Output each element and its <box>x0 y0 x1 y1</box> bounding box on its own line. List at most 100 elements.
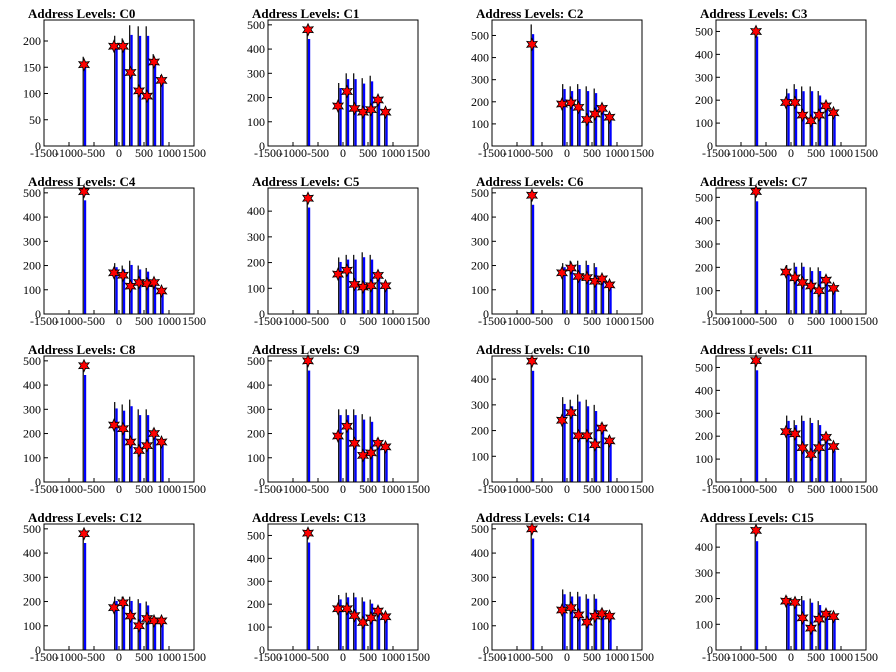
x-tick-label: -500 <box>531 314 553 328</box>
peak-marker <box>132 618 146 633</box>
bar-spike <box>600 608 602 650</box>
x-tick-label: 0 <box>116 650 122 664</box>
x-tick-label: 500 <box>359 146 377 160</box>
peak-marker <box>564 95 578 110</box>
y-tick-label: 500 <box>695 24 713 38</box>
x-tick-label: 1000 <box>381 650 405 664</box>
x-tick-label: -1000 <box>503 650 531 664</box>
y-tick-label: 400 <box>23 546 41 560</box>
y-tick-label: 0 <box>35 307 41 321</box>
x-tick-label: 1500 <box>182 314 206 328</box>
bar <box>154 432 157 482</box>
bar-spike <box>376 608 378 650</box>
y-tick-label: 100 <box>247 451 265 465</box>
bar <box>308 370 311 482</box>
y-tick-label: 300 <box>247 402 265 416</box>
peak-marker <box>788 426 802 441</box>
y-tick-label: 400 <box>471 546 489 560</box>
y-tick-label: 100 <box>471 449 489 463</box>
peak-marker <box>348 436 361 451</box>
peak-marker <box>140 438 154 453</box>
peak-marker <box>779 265 793 279</box>
y-tick-label: 300 <box>695 237 713 251</box>
x-tick-label: 500 <box>583 650 601 664</box>
peak-marker <box>364 445 378 460</box>
bar <box>378 612 381 650</box>
peak-marker <box>331 99 345 114</box>
bar-spike <box>384 109 386 146</box>
bar-spike <box>600 275 602 314</box>
peak-marker <box>124 279 137 294</box>
bar-spike <box>793 598 795 650</box>
bar <box>123 46 126 146</box>
bar-spike <box>129 596 131 650</box>
bar <box>756 36 759 146</box>
peak-marker <box>379 105 392 120</box>
y-tick-label: 200 <box>471 95 489 109</box>
bar <box>819 95 822 146</box>
y-tick-label: 100 <box>23 619 41 633</box>
y-tick-label: 0 <box>707 307 713 321</box>
bar <box>833 114 836 146</box>
y-tick-label: 100 <box>695 284 713 298</box>
x-tick-label: -1000 <box>503 482 531 496</box>
x-tick-label: -1000 <box>503 146 531 160</box>
bar <box>115 44 118 146</box>
bar <box>363 419 366 482</box>
bar <box>161 441 164 482</box>
bar-spike <box>114 596 116 650</box>
y-tick-label: 200 <box>695 93 713 107</box>
peak-marker <box>525 521 539 536</box>
peak-marker <box>379 609 392 624</box>
x-tick-label: 1000 <box>381 314 405 328</box>
chart-svg: Address Levels: C60100200300400500-1500-… <box>471 174 654 328</box>
x-tick-label: 500 <box>807 146 825 160</box>
bar <box>347 79 350 146</box>
x-tick-label: -500 <box>307 650 329 664</box>
bar-spike <box>569 591 571 650</box>
x-tick-label: 0 <box>116 482 122 496</box>
x-tick-label: 0 <box>564 650 570 664</box>
peak-marker <box>155 73 168 88</box>
x-tick-label: 1000 <box>605 650 629 664</box>
y-tick-label: 200 <box>23 259 41 273</box>
plot-frame <box>491 187 643 315</box>
bar <box>563 403 566 482</box>
bar <box>154 282 157 314</box>
bar <box>802 266 805 314</box>
bar-spike <box>824 436 826 482</box>
bar <box>609 287 612 314</box>
bar-spike <box>114 263 116 314</box>
x-tick-label: 1500 <box>182 650 206 664</box>
peak-marker <box>140 89 154 104</box>
y-tick-label: 500 <box>695 360 713 374</box>
bar <box>532 34 535 146</box>
chart-title: Address Levels: C0 <box>28 6 135 21</box>
bar <box>833 619 836 650</box>
bar-spike <box>152 280 154 314</box>
bar <box>819 425 822 482</box>
bar <box>354 415 357 482</box>
bar <box>833 450 836 482</box>
bar-spike <box>121 404 123 482</box>
x-tick-label: 1500 <box>406 314 430 328</box>
peak-marker <box>116 421 130 436</box>
bar-spike <box>569 260 571 314</box>
bar <box>826 108 829 146</box>
peak-marker <box>132 275 146 290</box>
y-tick-label: 100 <box>471 619 489 633</box>
bar-spike <box>608 117 610 146</box>
peak-marker <box>340 419 354 434</box>
peak-marker <box>116 39 130 54</box>
bar-spike <box>562 84 564 146</box>
bar-spike <box>353 592 355 650</box>
x-tick-label: -1500 <box>30 650 58 664</box>
y-tick-label: 200 <box>695 429 713 443</box>
plot-frame <box>267 355 419 483</box>
y-tick-label: 100 <box>23 87 41 101</box>
peak-marker <box>603 110 616 125</box>
peak-marker <box>77 358 91 373</box>
bar-spike <box>376 97 378 146</box>
peak-marker <box>155 283 168 298</box>
bar <box>115 408 118 482</box>
